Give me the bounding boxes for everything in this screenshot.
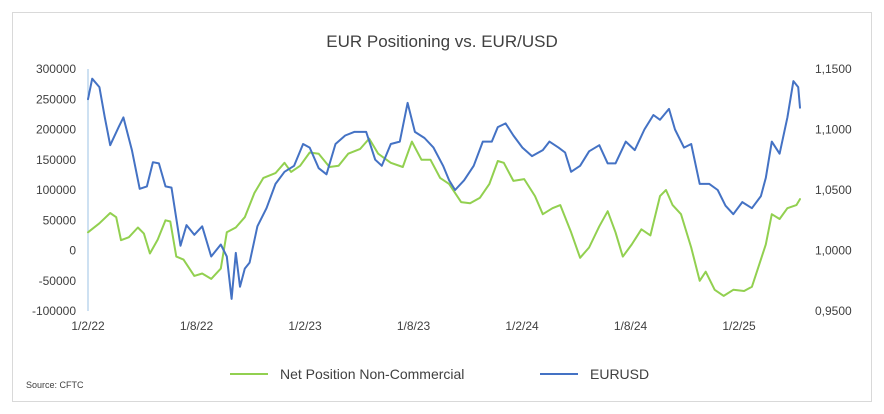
left-tick-label: 150000	[36, 153, 76, 167]
x-tick-label: 1/2/24	[505, 319, 539, 333]
series-line-eurusd	[87, 77, 801, 300]
x-tick-label: 1/8/22	[180, 319, 214, 333]
legend-label-eurusd: EURUSD	[590, 366, 649, 382]
left-tick-label: -50000	[39, 274, 77, 288]
left-tick-label: 250000	[36, 92, 76, 106]
left-tick-label: 0	[69, 244, 76, 258]
right-tick-label: 0,9500	[815, 304, 852, 318]
x-tick-label: 1/2/25	[722, 319, 756, 333]
legend: Net Position Non-Commercial EURUSD	[230, 366, 649, 382]
series-layer	[87, 77, 801, 300]
right-tick-label: 1,0000	[815, 244, 852, 258]
source-note: Source: CFTC	[26, 380, 84, 390]
x-axis: 1/2/22 1/8/22 1/2/23 1/8/23 1/2/24 1/8/24 1/2/…	[71, 319, 756, 333]
right-tick-label: 1,1500	[815, 62, 852, 76]
legend-label-net-position: Net Position Non-Commercial	[280, 366, 464, 382]
left-tick-label: 50000	[43, 213, 77, 227]
left-tick-label: 300000	[36, 62, 76, 76]
x-tick-label: 1/8/23	[397, 319, 431, 333]
x-tick-label: 1/8/24	[614, 319, 648, 333]
x-tick-label: 1/2/22	[71, 319, 105, 333]
right-axis: 1,1500 1,1000 1,0500 1,0000 0,9500	[815, 62, 852, 318]
left-tick-label: 200000	[36, 123, 76, 137]
right-tick-label: 1,0500	[815, 183, 852, 197]
left-tick-label: 100000	[36, 183, 76, 197]
x-tick-label: 1/2/23	[288, 319, 322, 333]
chart-title: EUR Positioning vs. EUR/USD	[326, 32, 557, 51]
chart-frame	[12, 12, 872, 402]
series-line-net-position	[87, 137, 801, 297]
right-tick-label: 1,1000	[815, 123, 852, 137]
left-tick-label: -100000	[32, 304, 76, 318]
left-axis: 300000 250000 200000 150000 100000 50000 0 -500…	[32, 62, 76, 318]
